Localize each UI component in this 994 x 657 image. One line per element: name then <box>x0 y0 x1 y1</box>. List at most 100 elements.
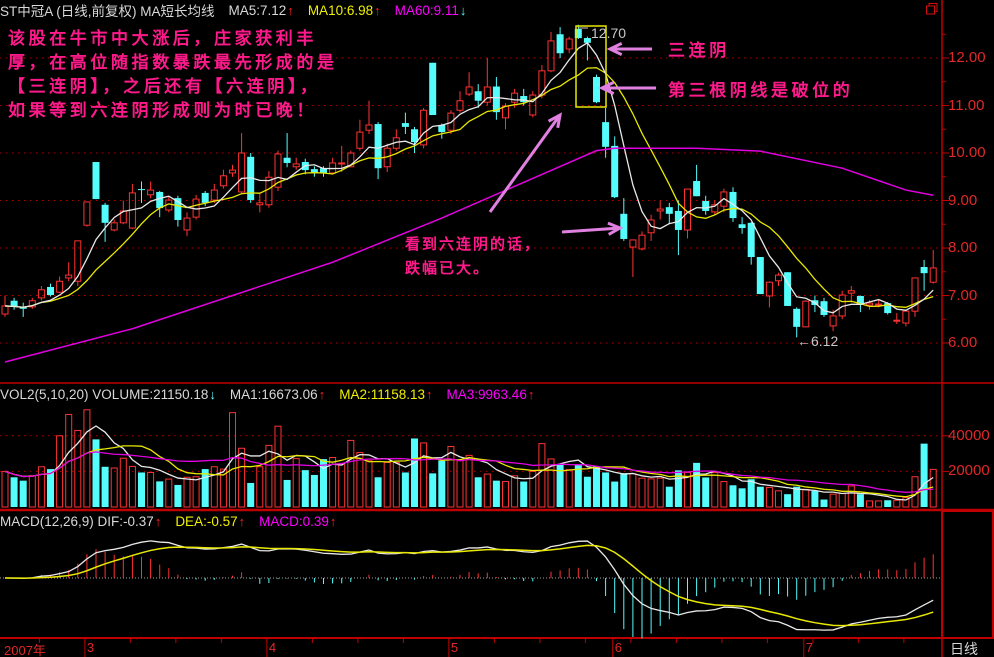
candle-body <box>156 191 164 209</box>
candle-body <box>866 302 873 306</box>
volume-bar <box>74 429 82 508</box>
candle-body <box>593 77 600 103</box>
volume-bar <box>793 486 801 507</box>
volume-bar <box>274 425 282 508</box>
restore-window-icon[interactable] <box>926 3 938 15</box>
volume-bar <box>174 484 182 507</box>
candle-body <box>511 92 519 103</box>
annotation-arrow-icon <box>561 221 624 236</box>
candle-body <box>110 222 118 231</box>
volume-bar <box>765 486 773 508</box>
volume-bar <box>920 443 928 507</box>
candle-body <box>92 162 100 200</box>
candle-body <box>201 192 209 203</box>
candle-body <box>520 96 528 103</box>
candle-body <box>310 169 318 173</box>
candle-body <box>665 207 673 214</box>
price-tick-label: 10.00 <box>948 144 986 161</box>
volume-bar <box>28 475 36 508</box>
up-arrow-icon: ↑ <box>287 2 294 18</box>
candle-body <box>429 62 437 115</box>
candle-body <box>374 124 382 169</box>
volume-bar <box>647 478 655 508</box>
ma10-line <box>4 67 934 308</box>
candle-body <box>793 308 801 327</box>
volume-bar <box>784 494 792 507</box>
volume-bar <box>256 466 264 508</box>
volume-bar <box>10 477 18 507</box>
candle-down <box>574 24 582 39</box>
volume-bar <box>283 479 291 507</box>
volume-bar <box>820 499 828 507</box>
stock-title: ST中冠A (日线,前复权) MA短长均线 <box>0 4 215 19</box>
vol-ma3-value: MA3:9963.46 <box>446 386 527 402</box>
candle-up <box>902 309 910 327</box>
candle-up <box>83 201 91 227</box>
volume-bar <box>702 477 710 507</box>
candle-body <box>47 286 54 296</box>
candle-body <box>847 290 855 294</box>
volume-bar <box>292 458 300 508</box>
candle-up <box>483 58 491 106</box>
candle-up <box>356 119 364 151</box>
candle-down <box>611 136 619 199</box>
candle-up <box>128 183 136 229</box>
volume-bar <box>192 476 200 508</box>
candle-body <box>638 234 646 250</box>
annotation-arrow-icon <box>606 41 652 57</box>
volume-bar <box>156 481 164 507</box>
volume-bar <box>556 463 564 507</box>
volume-bar <box>529 470 537 508</box>
candle-up <box>292 157 300 170</box>
volume-bar <box>238 447 246 508</box>
volume-bar <box>301 470 309 507</box>
candle-body <box>147 189 155 196</box>
candle-down <box>374 122 382 180</box>
candle-up <box>210 183 218 203</box>
candle-up <box>392 129 400 151</box>
candle-body <box>765 281 773 297</box>
candle-body <box>65 274 73 279</box>
candle-body <box>320 168 327 173</box>
volume-ma2-line <box>4 445 934 498</box>
volume-bar <box>356 452 364 508</box>
candle-body <box>1 305 9 315</box>
candle-body <box>711 204 719 213</box>
candle-body <box>529 94 537 116</box>
candle-down <box>884 302 892 315</box>
up-arrow-icon: ↑ <box>238 513 246 529</box>
volume-bar <box>593 466 600 507</box>
volume-bar <box>511 475 519 508</box>
candle-body <box>37 289 45 299</box>
candle-body <box>365 124 373 131</box>
candle-body <box>465 86 473 95</box>
up-arrow-icon: ↑ <box>527 386 535 402</box>
candle-up <box>547 31 555 73</box>
annotation-intro-line: 如果等到六连阴形成则为时已晚！ <box>8 101 317 121</box>
arrow-shaft <box>561 226 621 234</box>
candle-down <box>738 217 746 234</box>
candle-up <box>847 286 855 303</box>
volume-title: VOL2(5,10,20) VOLUME:21150.18 <box>0 386 209 402</box>
candle-up <box>465 72 473 96</box>
candle-body <box>747 222 755 258</box>
candle-body <box>829 315 837 327</box>
candle-body <box>483 86 491 103</box>
candle-up <box>274 150 282 191</box>
candle-up <box>147 181 155 199</box>
candle-body <box>775 274 782 282</box>
candle-body <box>547 40 555 72</box>
candle-body <box>565 38 573 50</box>
candle-body <box>784 272 792 306</box>
annotation-intro-line: 【三连阴】，之后还有【六连阴】， <box>8 77 321 97</box>
volume-bar <box>19 480 27 507</box>
period-selector[interactable]: 日线 <box>950 641 978 657</box>
candle-body <box>274 153 282 188</box>
volume-bar <box>738 488 746 507</box>
volume-bar <box>219 468 227 508</box>
volume-bar <box>893 499 901 508</box>
volume-ma3-line <box>4 451 934 493</box>
volume-bar <box>347 439 355 508</box>
